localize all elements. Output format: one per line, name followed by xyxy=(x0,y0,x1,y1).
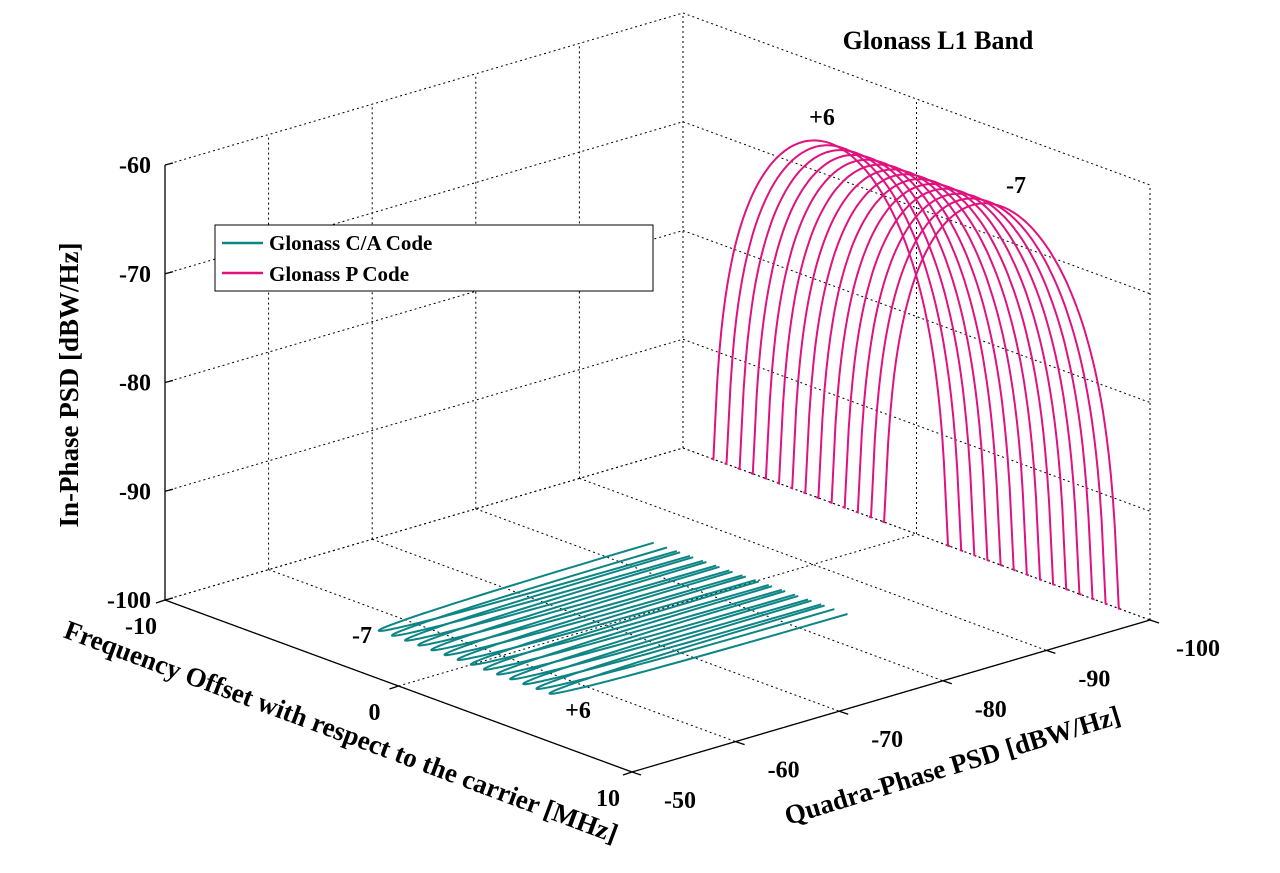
y-tick-label: -70 xyxy=(871,727,903,753)
ca-code-curve-ch-7 xyxy=(377,541,678,633)
p-code-curve-ch3 xyxy=(750,154,990,562)
z-tick-mark xyxy=(164,488,174,492)
z-tick-mark xyxy=(164,271,174,275)
y-tick-label: -90 xyxy=(1078,666,1110,692)
y-tick-label: -80 xyxy=(975,697,1007,723)
ca-code-curve-ch-2 xyxy=(443,565,743,657)
p-code-curve-ch-3 xyxy=(829,183,1069,591)
y-axis-label: Quadra-Phase PSD [dBW/Hz] xyxy=(781,700,1124,831)
y-tick-mark xyxy=(735,740,745,746)
z-tick-label: -70 xyxy=(119,262,151,288)
x-tick-mark xyxy=(155,599,166,604)
chart-title: Glonass L1 Band xyxy=(843,26,1034,55)
ca-code-curve-ch-5 xyxy=(404,551,704,642)
ca-code-curve-ch-1 xyxy=(456,570,756,661)
z-tick-mark xyxy=(164,379,174,384)
x-tick-label: 0 xyxy=(369,700,381,726)
p-code-curve-ch6 xyxy=(711,139,951,548)
z-tick-label: -80 xyxy=(119,371,151,397)
p-code-curve-ch-6 xyxy=(868,197,1108,606)
y-tick-mark xyxy=(942,680,953,685)
y-tick-mark xyxy=(838,710,849,715)
ca-code-last-label: +6 xyxy=(565,698,591,724)
legend-box xyxy=(214,224,654,292)
grid-line-left-wall xyxy=(164,338,684,492)
legend-label-p: Glonass P Code xyxy=(269,262,409,286)
ca-code-first-label: -7 xyxy=(352,623,372,649)
y-tick-mark xyxy=(1046,649,1056,655)
p-code-curve-ch-7 xyxy=(881,202,1122,611)
grid-lines xyxy=(164,12,1151,773)
p-code-curve-ch2 xyxy=(763,158,1003,567)
ca-code-curve-ch6 xyxy=(548,604,848,695)
x-tick-mark xyxy=(622,771,633,776)
ca-code-curve-ch-4 xyxy=(417,556,717,647)
p-code-first-label: +6 xyxy=(809,105,835,131)
ca-code-curve-ch2 xyxy=(496,585,796,676)
z-tick-label: -60 xyxy=(119,153,151,179)
z-axis-label: In-Phase PSD [dBW/Hz] xyxy=(54,242,84,527)
z-tick-mark xyxy=(164,597,174,601)
p-code-last-label: -7 xyxy=(1006,173,1026,199)
y-tick-mark xyxy=(1149,619,1160,624)
ca-code-curve-ch4 xyxy=(522,594,822,686)
x-tick-label: -10 xyxy=(125,614,157,640)
ca-code-curve-ch5 xyxy=(535,599,835,690)
z-tick-mark xyxy=(164,162,174,166)
p-code-curve-ch-5 xyxy=(855,192,1095,601)
z-tick-label: -90 xyxy=(119,479,151,505)
grid-line-left-wall xyxy=(164,12,684,166)
ca-code-curve-ch0 xyxy=(469,575,769,666)
y-axis-line xyxy=(631,619,1151,773)
ca-code-curve-ch-6 xyxy=(391,546,691,637)
p-code-curve-ch-4 xyxy=(842,187,1082,596)
grid-line-floor xyxy=(164,447,684,601)
ca-code-curve-ch-3 xyxy=(430,561,730,652)
y-tick-label: -60 xyxy=(768,758,800,784)
legend-label-ca: Glonass C/A Code xyxy=(269,231,432,255)
p-code-curve-ch0 xyxy=(789,168,1030,577)
z-tick-label: -100 xyxy=(107,588,151,614)
p-code-curve-ch-1 xyxy=(802,173,1043,582)
p-code-curve-ch5 xyxy=(724,144,964,553)
p-code-curve-ch-2 xyxy=(816,178,1056,586)
y-tick-label: -100 xyxy=(1176,636,1220,662)
x-tick-label: 10 xyxy=(596,786,620,812)
curves xyxy=(377,139,1122,695)
y-tick-mark xyxy=(631,771,642,776)
p-code-curve-ch4 xyxy=(737,149,977,557)
legend: Glonass C/A Code Glonass P Code xyxy=(214,224,654,292)
ca-code-curve-ch3 xyxy=(509,590,809,681)
ca-code-curve-ch1 xyxy=(482,580,783,671)
p-code-curve-ch1 xyxy=(776,163,1017,572)
axes xyxy=(155,162,1160,776)
x-tick-mark xyxy=(389,685,399,690)
y-tick-label: -50 xyxy=(664,788,696,814)
